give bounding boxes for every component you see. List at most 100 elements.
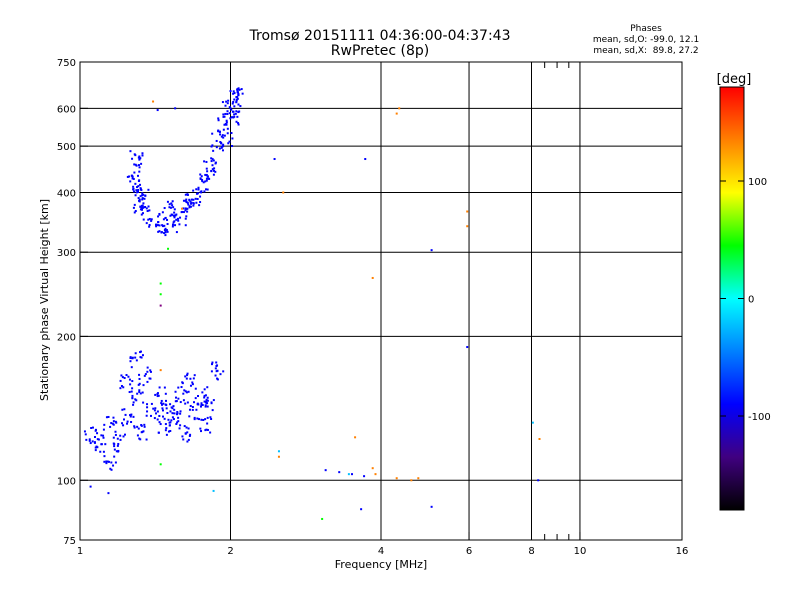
data-point — [159, 282, 162, 285]
data-point — [139, 356, 142, 359]
data-point — [371, 276, 374, 279]
data-point — [220, 146, 223, 149]
data-point — [185, 215, 188, 218]
data-point — [210, 160, 213, 163]
data-points — [83, 87, 541, 520]
y-tick-label: 75 — [63, 536, 76, 547]
data-point — [143, 425, 146, 428]
data-point — [189, 433, 192, 436]
data-point — [140, 423, 143, 426]
data-point — [197, 186, 200, 189]
data-point — [127, 375, 130, 378]
data-point — [193, 416, 196, 419]
data-point — [156, 418, 159, 421]
data-point — [142, 384, 145, 387]
data-point — [181, 207, 184, 210]
data-point — [237, 92, 240, 95]
data-point — [201, 391, 204, 394]
series-1 — [152, 100, 541, 482]
data-point — [107, 415, 110, 418]
data-point — [192, 198, 195, 201]
data-point — [410, 479, 413, 482]
data-point — [222, 370, 225, 373]
data-point — [230, 132, 233, 135]
data-point — [113, 455, 116, 458]
data-point — [229, 107, 232, 110]
data-point — [132, 185, 135, 188]
data-point — [138, 382, 141, 385]
data-point — [235, 120, 238, 123]
data-point — [194, 387, 197, 390]
data-point — [165, 433, 168, 436]
data-point — [141, 197, 144, 200]
data-point — [196, 417, 199, 420]
data-point — [102, 450, 105, 453]
data-point — [466, 225, 469, 228]
data-point — [182, 211, 185, 214]
data-point — [93, 441, 96, 444]
data-point — [199, 405, 202, 408]
data-point — [169, 429, 172, 432]
data-point — [139, 195, 142, 198]
data-point — [159, 423, 162, 426]
data-point — [237, 122, 240, 125]
data-point — [210, 401, 213, 404]
data-point — [117, 442, 120, 445]
data-point — [166, 218, 169, 221]
data-point — [221, 149, 224, 152]
data-point — [182, 399, 185, 402]
data-point — [277, 455, 280, 458]
data-point — [169, 403, 172, 406]
data-point — [212, 489, 215, 492]
data-point — [233, 92, 236, 95]
data-point — [167, 247, 170, 250]
data-point — [211, 168, 214, 171]
data-point — [130, 366, 133, 369]
data-point — [137, 188, 140, 191]
data-point — [189, 384, 192, 387]
x-tick-label: 2 — [227, 546, 233, 557]
data-point — [148, 209, 151, 212]
data-point — [142, 193, 145, 196]
data-point — [112, 436, 115, 439]
data-point — [96, 432, 99, 435]
data-point — [158, 212, 161, 215]
data-point — [133, 426, 136, 429]
data-point — [112, 442, 115, 445]
data-point — [116, 437, 119, 440]
data-point — [170, 419, 173, 422]
data-point — [195, 408, 198, 411]
data-point — [175, 213, 178, 216]
data-point — [89, 442, 92, 445]
data-point — [131, 387, 134, 390]
data-point — [204, 401, 207, 404]
grid — [80, 62, 682, 540]
data-point — [206, 175, 209, 178]
data-point — [164, 423, 167, 426]
data-point — [217, 117, 220, 120]
data-point — [137, 156, 140, 159]
data-point — [181, 382, 184, 385]
data-point — [233, 105, 236, 108]
data-point — [186, 201, 189, 204]
data-point — [171, 223, 174, 226]
data-point — [205, 179, 208, 182]
data-point — [162, 415, 165, 418]
data-point — [138, 198, 141, 201]
data-point — [132, 206, 135, 209]
data-point — [187, 427, 190, 430]
data-point — [184, 199, 187, 202]
data-point — [221, 101, 224, 104]
data-point — [169, 206, 172, 209]
data-point — [134, 398, 137, 401]
data-point — [158, 386, 161, 389]
data-point — [237, 123, 240, 126]
data-point — [210, 417, 213, 420]
data-point — [139, 205, 142, 208]
data-point — [235, 110, 238, 113]
data-point — [175, 218, 178, 221]
data-point — [430, 505, 433, 508]
data-point — [128, 391, 131, 394]
data-point — [107, 492, 110, 495]
data-point — [136, 425, 139, 428]
